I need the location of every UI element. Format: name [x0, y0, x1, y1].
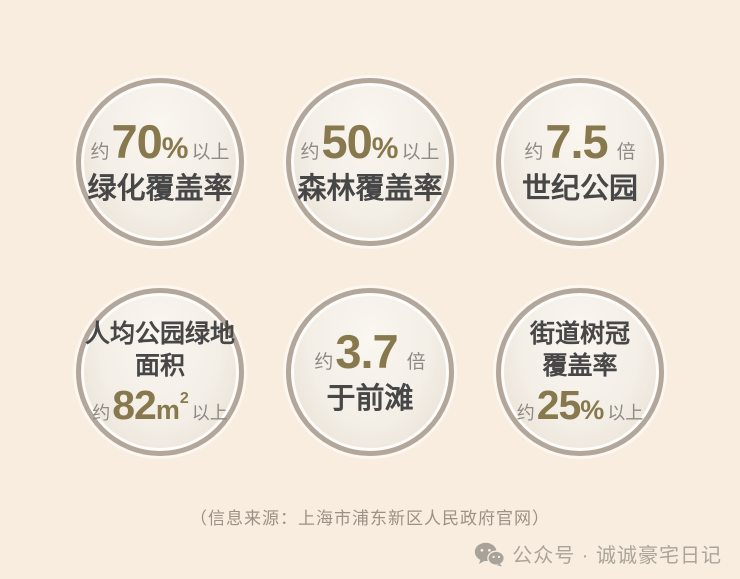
stat-unit-superscript: 2 [179, 390, 189, 407]
stat-suffix: 倍 [406, 351, 426, 373]
stat-label-line: 绿化覆盖率 [87, 172, 233, 205]
stat-unit: % [371, 131, 399, 165]
stat-label-line: 于前滩 [326, 382, 414, 415]
wechat-watermark: 公众号 · 诚诚豪宅日记 [474, 539, 722, 568]
watermark-text: 公众号 · 诚诚豪宅日记 [512, 545, 722, 567]
stat-value: 50 [321, 114, 373, 168]
stat-value-line: 约 82 m 2 以上 [92, 385, 228, 426]
stat-label-line: 世纪公园 [521, 172, 638, 205]
stats-grid: 约 70 % 以上 绿化覆盖率 约 50 % 以上 森林覆盖率 约 7.5 倍 … [76, 78, 664, 456]
wechat-icon [474, 541, 505, 567]
stat-circle: 约 3.7 倍 于前滩 [286, 288, 454, 456]
stat-prefix: 约 [516, 403, 535, 423]
stat-label: 森林覆盖率 [297, 172, 442, 207]
stat-title: 人均公园绿地 面积 [85, 318, 235, 382]
stat-prefix: 约 [90, 141, 110, 163]
stat-unit: % [580, 395, 605, 425]
stat-label: 于前滩 [326, 382, 413, 417]
stat-circle: 约 50 % 以上 森林覆盖率 [286, 78, 454, 246]
stat-value: 3.7 [335, 324, 398, 378]
stat-label: 绿化覆盖率 [87, 172, 232, 207]
stat-suffix: 以上 [191, 141, 230, 163]
stat-label-line: 覆盖率 [542, 352, 618, 380]
stat-value: 82 [112, 382, 157, 428]
stat-circle: 约 7.5 倍 世纪公园 [496, 78, 664, 246]
stat-label: 世纪公园 [522, 172, 638, 207]
stat-label-line: 人均公园绿地 [84, 320, 235, 348]
stat-suffix: 倍 [616, 141, 636, 163]
stat-value-line: 约 50 % 以上 [301, 118, 440, 165]
stat-value-line: 约 3.7 倍 [314, 328, 425, 375]
stat-suffix: 以上 [401, 141, 440, 163]
stat-unit: % [161, 131, 189, 165]
stat-value-line: 约 7.5 倍 [524, 118, 635, 165]
stat-prefix: 约 [524, 141, 544, 163]
stat-prefix: 约 [300, 141, 320, 163]
stat-value-line: 约 25 % 以上 [517, 385, 644, 426]
stat-value: 70 [111, 114, 163, 168]
stat-prefix: 约 [314, 351, 334, 373]
stat-label-line: 街道树冠 [529, 320, 630, 348]
stat-suffix: 以上 [607, 403, 644, 423]
stat-suffix: 以上 [191, 403, 228, 423]
stat-circle: 约 70 % 以上 绿化覆盖率 [76, 78, 244, 246]
stat-unit: m [155, 395, 180, 425]
stat-circle: 人均公园绿地 面积 约 82 m 2 以上 [76, 288, 244, 456]
stat-value-line: 约 70 % 以上 [91, 118, 230, 165]
stat-label-line: 面积 [134, 352, 185, 380]
stat-value: 25 [536, 382, 582, 428]
stat-value: 7.5 [545, 114, 608, 168]
stat-title: 街道树冠 覆盖率 [530, 318, 630, 382]
stat-label-line: 森林覆盖率 [297, 172, 443, 205]
source-note: （信息来源：上海市浦东新区人民政府官网） [190, 509, 550, 528]
stat-circle: 街道树冠覆盖率 约 25 % 以上 [496, 288, 664, 456]
stat-prefix: 约 [92, 403, 111, 423]
